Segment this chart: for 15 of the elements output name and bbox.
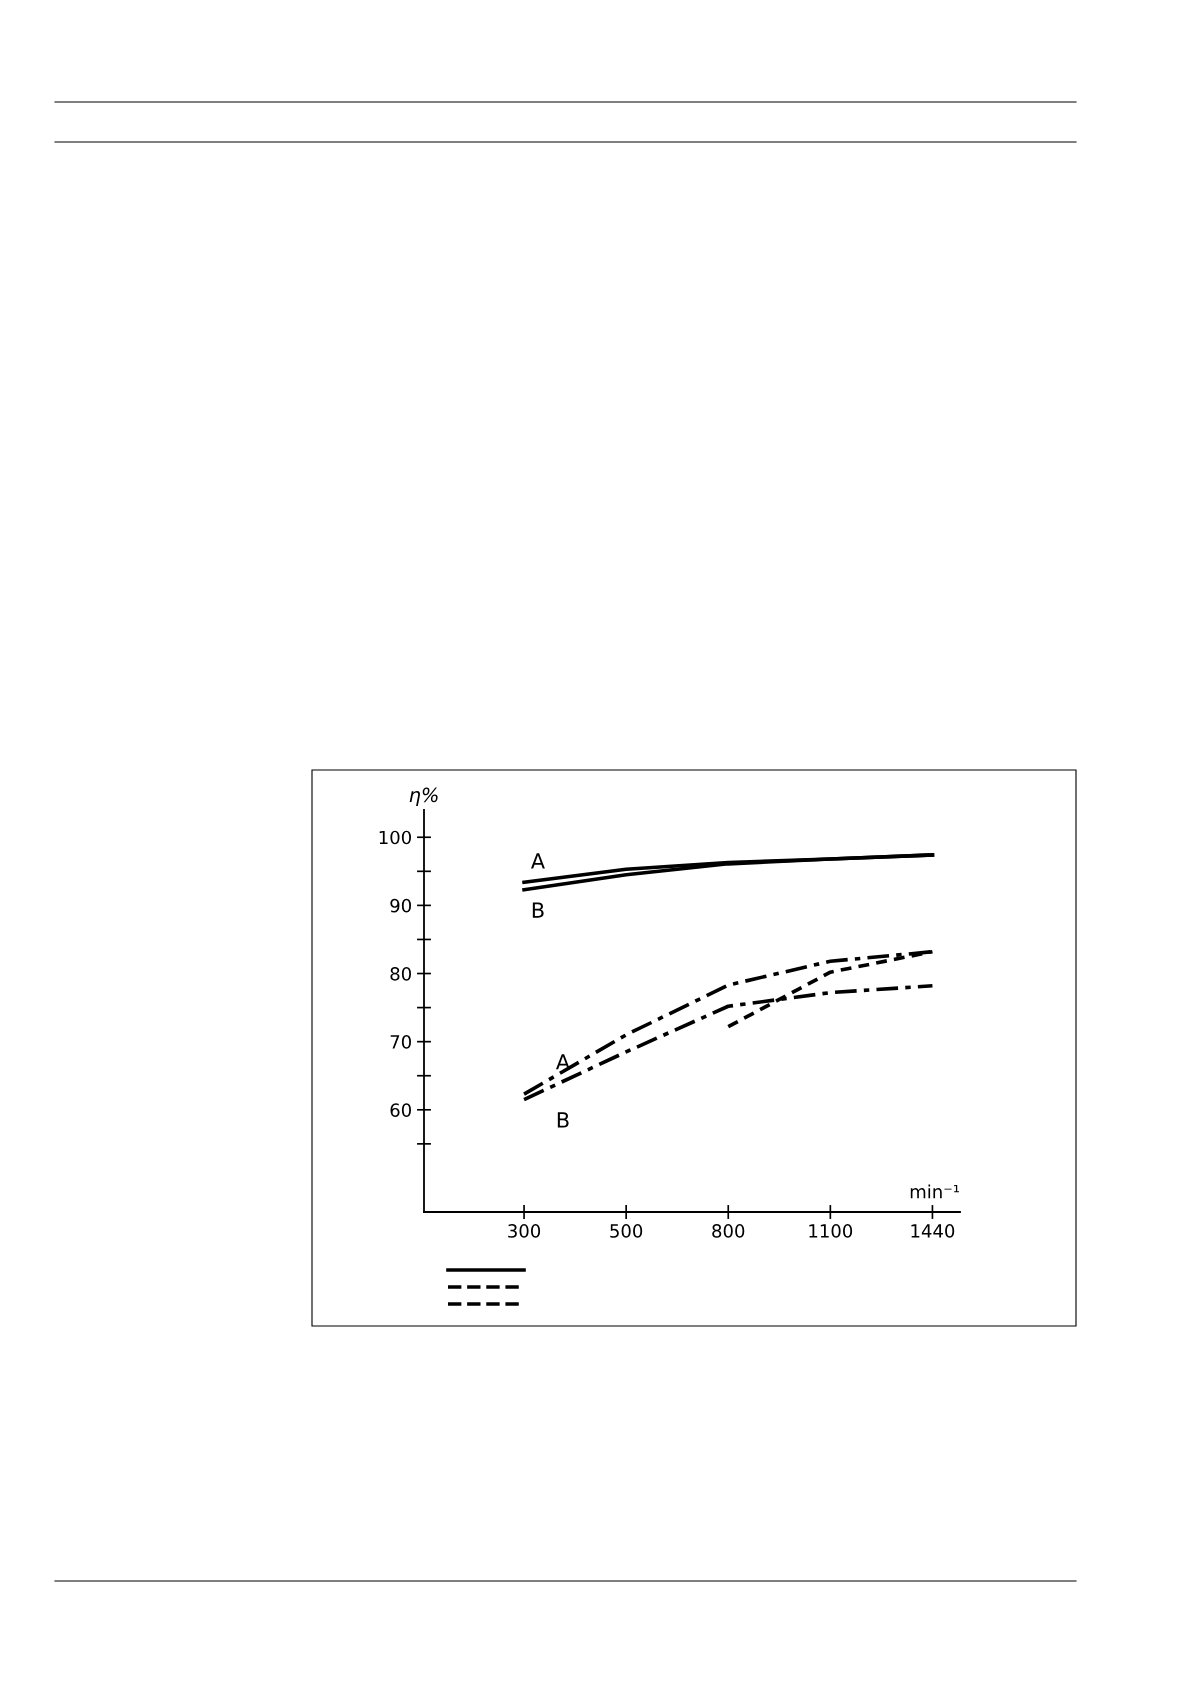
- x-axis-title: min⁻¹: [910, 1184, 960, 1199]
- x-tick-label: 1440: [911, 1224, 955, 1238]
- y-tick-label: 80: [390, 966, 411, 981]
- y-tick-label: 90: [390, 898, 411, 913]
- annotation: B: [532, 902, 544, 918]
- x-tick-label: 300: [508, 1224, 541, 1238]
- y-tick-label: 100: [379, 830, 411, 845]
- x-tick-label: 800: [712, 1224, 745, 1238]
- y-tick-label: 60: [390, 1103, 411, 1117]
- annotation: A: [530, 853, 545, 869]
- y-axis-title: η%: [409, 787, 438, 806]
- x-tick-label: 500: [610, 1224, 643, 1238]
- y-tick-label: 70: [390, 1035, 411, 1049]
- annotation: B: [557, 1112, 569, 1128]
- x-tick-label: 1100: [809, 1224, 853, 1238]
